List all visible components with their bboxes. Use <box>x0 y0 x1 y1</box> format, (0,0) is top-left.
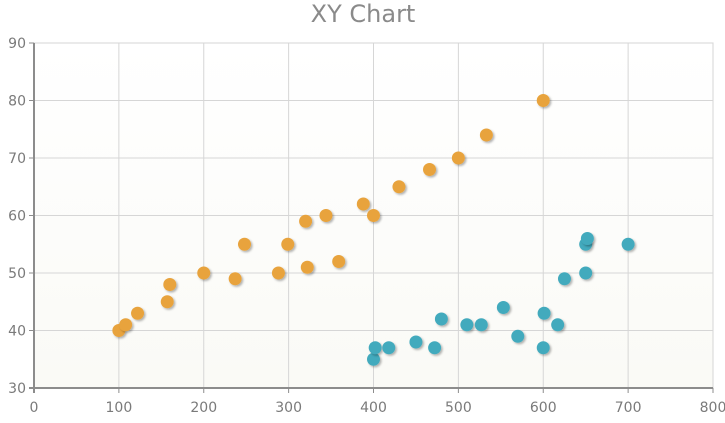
x-tick-label: 800 <box>700 400 725 416</box>
y-tick-label: 70 <box>8 151 26 167</box>
data-point <box>163 278 177 291</box>
data-point <box>382 341 396 355</box>
x-tick-label: 0 <box>30 400 39 416</box>
data-point <box>580 232 594 245</box>
data-point <box>119 318 133 332</box>
series-1 <box>112 94 550 337</box>
data-point <box>428 341 442 355</box>
data-point <box>300 260 314 274</box>
data-point <box>474 318 488 332</box>
data-point <box>423 163 437 176</box>
data-point <box>451 151 465 165</box>
data-point <box>299 214 313 228</box>
data-point <box>281 237 295 251</box>
data-point <box>409 335 423 349</box>
data-point <box>228 272 242 286</box>
data-points <box>112 94 635 366</box>
data-point <box>557 272 571 286</box>
y-tick-label: 80 <box>8 94 26 110</box>
x-tick-label: 600 <box>530 400 557 416</box>
data-point <box>434 312 448 326</box>
x-tick-label: 200 <box>190 400 217 416</box>
data-point <box>368 341 382 355</box>
data-point <box>536 94 550 107</box>
data-point <box>367 209 380 222</box>
data-point <box>537 306 551 320</box>
tick-labels: 0 100 200 300 400 500 600 700 800 30 40 50 60 70 80 90 <box>8 36 725 416</box>
x-tick-label: 100 <box>106 400 133 416</box>
series-2 <box>367 232 635 366</box>
data-point <box>237 237 251 251</box>
data-point <box>367 352 380 366</box>
data-point <box>511 329 525 343</box>
chart-title: XY Chart <box>311 0 416 28</box>
data-point <box>536 341 550 355</box>
data-point <box>197 266 211 280</box>
y-tick-label: 60 <box>8 209 26 225</box>
data-point <box>160 295 174 309</box>
data-point <box>319 209 333 222</box>
data-point <box>271 266 285 280</box>
data-point <box>131 306 145 320</box>
x-tick-label: 400 <box>360 400 387 416</box>
data-point <box>551 318 565 332</box>
x-tick-label: 700 <box>615 400 642 416</box>
data-point <box>392 180 406 194</box>
data-point <box>332 255 346 268</box>
data-point <box>496 301 510 314</box>
y-tick-label: 90 <box>8 36 26 52</box>
x-tick-label: 300 <box>275 400 302 416</box>
axes <box>29 42 714 393</box>
data-point <box>479 128 493 142</box>
data-point <box>579 266 593 280</box>
y-tick-label: 30 <box>8 381 26 397</box>
data-point <box>460 318 474 332</box>
y-tick-label: 50 <box>8 266 26 282</box>
y-tick-label: 40 <box>8 324 26 340</box>
data-point <box>621 237 635 251</box>
x-tick-label: 500 <box>445 400 472 416</box>
data-point <box>356 197 370 211</box>
